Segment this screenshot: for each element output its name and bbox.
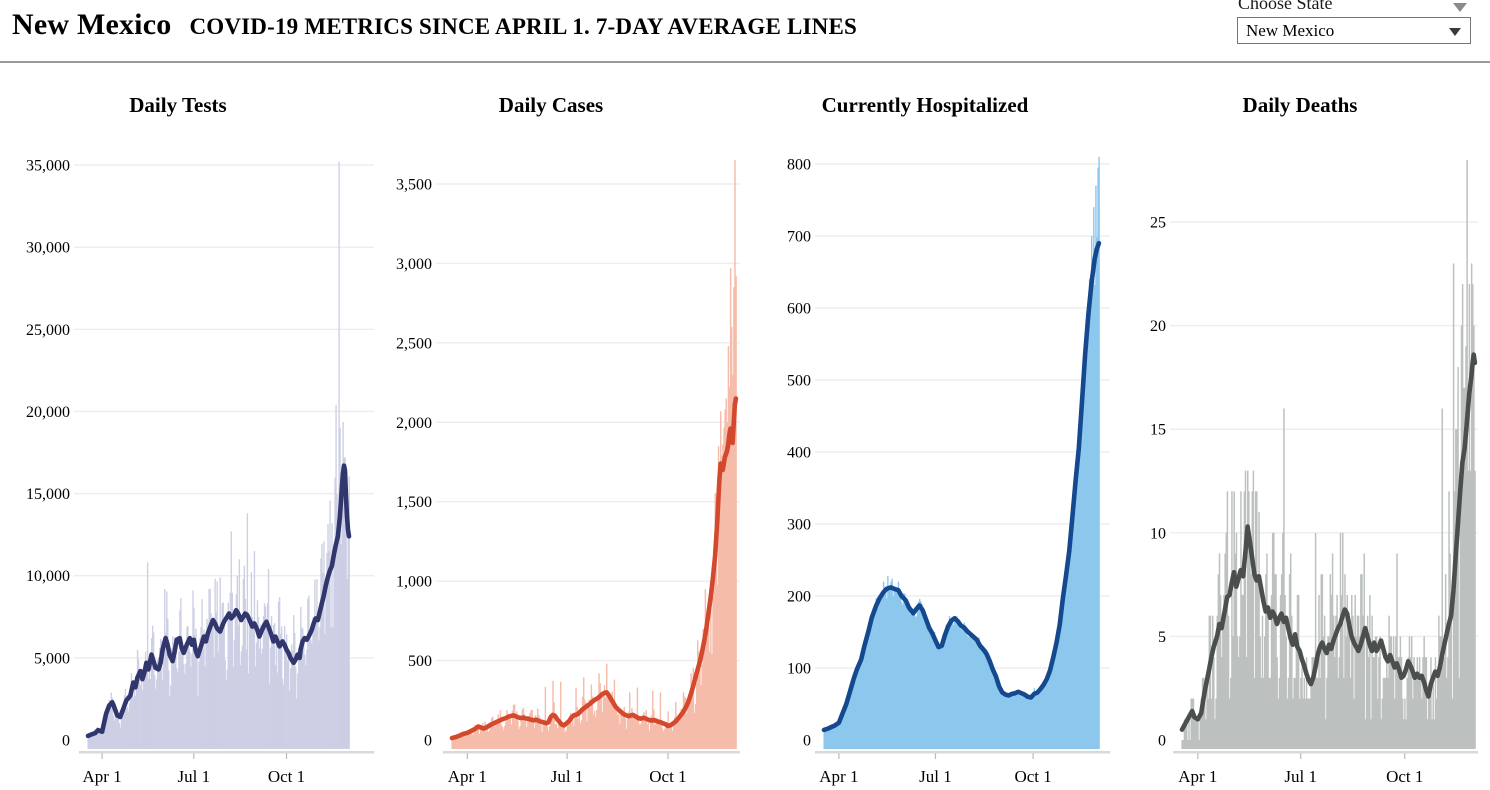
x-tick-marks	[1197, 753, 1406, 759]
chart-title: Daily Cases	[499, 93, 603, 117]
y-tick-label: 400	[787, 445, 811, 462]
daily-value-bars	[823, 156, 1100, 750]
y-tick-label: 600	[787, 301, 811, 318]
y-tick-label: 500	[787, 373, 811, 390]
x-tick-label: Jul 1	[551, 767, 584, 786]
state-filter-label: Choose State	[1238, 0, 1333, 13]
y-tick-label: 15,000	[26, 486, 70, 503]
y-tick-label: 25,000	[26, 322, 70, 339]
x-tick-marks	[838, 753, 1034, 759]
y-tick-label: 700	[787, 229, 811, 246]
y-tick-label: 200	[787, 589, 811, 606]
y-tick-labels: 0 500 1,000 1,500 2,000 2,500 3,000 3,500	[396, 177, 432, 750]
x-tick-marks	[101, 753, 288, 759]
x-tick-label: Oct 1	[1014, 767, 1051, 786]
filter-menu-caret-icon[interactable]	[1453, 3, 1467, 12]
y-tick-label: 500	[408, 653, 432, 670]
x-tick-labels: Apr 1 Jul 1 Oct 1	[1178, 767, 1423, 786]
daily-value-bars	[1181, 159, 1476, 750]
daily-cases-chart: 0 500 1,000 1,500 2,000 2,500 3,000 3,500 Apr 1 J…	[396, 93, 740, 786]
x-tick-label: Jul 1	[1284, 767, 1317, 786]
y-tick-label: 10,000	[26, 568, 70, 585]
x-axis-baseline	[1173, 751, 1478, 754]
daily-value-bars	[451, 160, 737, 750]
y-tick-labels: 0 5 10 15 20 25	[1150, 215, 1166, 750]
y-gridlines	[815, 163, 1110, 669]
x-tick-label: Apr 1	[448, 767, 487, 786]
y-tick-label: 3,500	[396, 177, 432, 194]
y-tick-labels: 0 5,000 10,000 15,000 20,000 25,000 30,000 35,0…	[26, 158, 70, 750]
y-tick-label: 0	[1158, 733, 1166, 750]
charts-row: 0 5,000 10,000 15,000 20,000 25,000 30,000 35,0…	[0, 85, 1490, 790]
x-tick-marks	[466, 753, 669, 759]
y-tick-label: 1,500	[396, 494, 432, 511]
x-tick-labels: Apr 1 Jul 1 Oct 1	[819, 767, 1052, 786]
x-tick-labels: Apr 1 Jul 1 Oct 1	[448, 767, 687, 786]
x-axis-baseline	[815, 751, 1110, 754]
chevron-down-icon	[1449, 28, 1461, 36]
chart-title: Daily Tests	[129, 93, 226, 117]
y-gridlines	[436, 183, 740, 662]
dashboard-title: COVID-19 METRICS SINCE APRIL 1. 7-DAY AV…	[189, 14, 857, 39]
y-tick-label: 30,000	[26, 240, 70, 257]
currently-hospitalized-chart: 0 100 200 300 400 500 600 700 800 Apr 1 Jul 1 Oct 1…	[787, 93, 1110, 786]
seven-day-average-line	[1179, 352, 1478, 732]
y-tick-label: 0	[62, 733, 70, 750]
x-tick-label: Oct 1	[1386, 767, 1423, 786]
x-tick-label: Jul 1	[919, 767, 952, 786]
state-filter: Choose State New Mexico	[1237, 0, 1473, 50]
y-tick-label: 5,000	[34, 650, 70, 667]
y-gridlines	[74, 164, 374, 659]
x-tick-label: Oct 1	[268, 767, 305, 786]
x-tick-label: Apr 1	[819, 767, 858, 786]
chart-title: Currently Hospitalized	[822, 93, 1029, 117]
seven-day-average-line	[85, 463, 352, 739]
y-tick-label: 35,000	[26, 158, 70, 175]
x-tick-labels: Apr 1 Jul 1 Oct 1	[83, 767, 306, 786]
state-select-value: New Mexico	[1246, 20, 1335, 40]
state-select-dropdown[interactable]: New Mexico	[1237, 17, 1471, 44]
y-tick-label: 15	[1150, 422, 1166, 439]
daily-deaths-chart: 0 5 10 15 20 25 Apr 1 Jul 1 Oct 1 Daily Deaths	[1150, 93, 1478, 786]
seven-day-average-line	[449, 396, 739, 741]
x-tick-label: Oct 1	[649, 767, 686, 786]
y-tick-label: 2,000	[396, 415, 432, 432]
y-tick-label: 25	[1150, 215, 1166, 232]
y-tick-label: 10	[1150, 525, 1166, 542]
y-tick-label: 2,500	[396, 335, 432, 352]
y-tick-label: 300	[787, 517, 811, 534]
y-tick-label: 0	[424, 733, 432, 750]
dashboard-header: New Mexico COVID-19 METRICS SINCE APRIL …	[12, 8, 857, 42]
y-tick-labels: 0 100 200 300 400 500 600 700 800	[787, 157, 811, 750]
daily-value-bars	[87, 161, 350, 750]
seven-day-average-line	[821, 240, 1102, 733]
x-axis-baseline	[443, 751, 740, 754]
y-tick-label: 5	[1158, 629, 1166, 646]
x-axis-baseline	[79, 751, 374, 754]
y-tick-label: 100	[787, 661, 811, 678]
y-tick-label: 20	[1150, 318, 1166, 335]
state-title: New Mexico	[12, 8, 172, 41]
y-tick-label: 0	[803, 733, 811, 750]
x-tick-label: Jul 1	[178, 767, 211, 786]
y-tick-label: 1,000	[396, 574, 432, 591]
y-gridlines	[1170, 221, 1478, 638]
y-tick-label: 800	[787, 157, 811, 174]
y-tick-label: 3,000	[396, 256, 432, 273]
daily-tests-chart: 0 5,000 10,000 15,000 20,000 25,000 30,000 35,0…	[26, 93, 374, 786]
header-divider	[0, 61, 1490, 63]
x-tick-label: Apr 1	[83, 767, 122, 786]
y-tick-label: 20,000	[26, 404, 70, 421]
chart-title: Daily Deaths	[1243, 93, 1358, 117]
x-tick-label: Apr 1	[1178, 767, 1217, 786]
